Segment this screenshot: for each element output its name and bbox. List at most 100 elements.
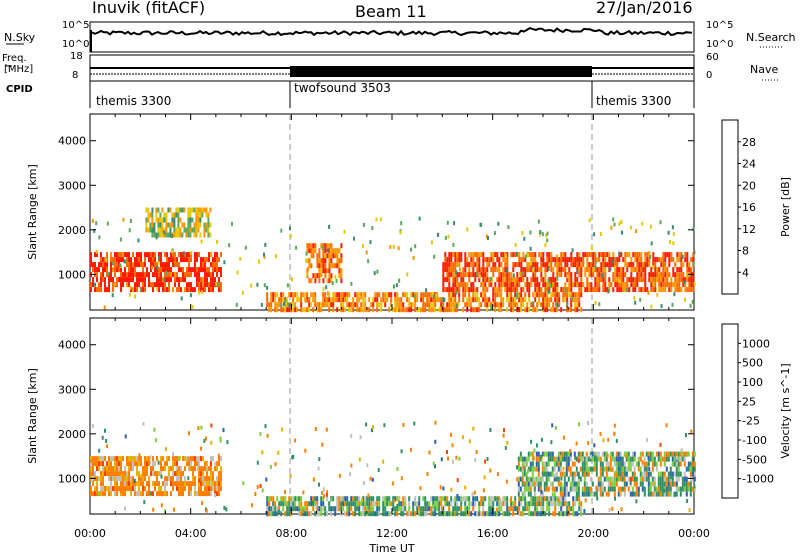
data-cell: [110, 456, 112, 462]
data-cell: [138, 476, 140, 482]
data-cell: [650, 277, 653, 283]
data-cell: [652, 481, 655, 486]
data-cell: [680, 277, 683, 283]
data-cell: [378, 496, 381, 502]
data-cell: [364, 501, 367, 507]
data-cell: [118, 476, 120, 482]
data-cell: [191, 207, 194, 213]
data-cell: [686, 252, 689, 258]
data-cell: [278, 506, 281, 512]
data-cell: [166, 257, 168, 263]
data-cell: [685, 451, 688, 457]
data-cell: [637, 486, 640, 492]
data-cell: [458, 252, 461, 258]
data-cell: [657, 491, 660, 497]
data-cell: [516, 292, 518, 297]
data-cell: [607, 486, 610, 492]
data-cell: [446, 302, 449, 308]
data-cell: [476, 272, 479, 277]
data-cell: [670, 257, 673, 263]
data-cell: [552, 282, 555, 288]
data-cell: [364, 297, 367, 303]
data-cell: [292, 506, 295, 512]
data-cell: [397, 246, 400, 251]
data-cell: [168, 257, 170, 263]
data-cell: [616, 272, 619, 278]
data-cell: [364, 292, 367, 298]
data-cell: [288, 307, 291, 313]
data-cell: [654, 272, 657, 278]
data-cell: [456, 478, 459, 483]
data-cell: [643, 491, 646, 497]
data-cell: [424, 506, 427, 512]
data-cell: [645, 451, 648, 457]
data-cell: [468, 501, 471, 507]
data-cell: [662, 287, 665, 293]
data-cell: [304, 511, 307, 517]
data-cell: [444, 257, 447, 263]
data-cell: [181, 207, 184, 213]
data-cell: [434, 506, 437, 512]
data-cell: [538, 496, 541, 502]
data-cell: [626, 277, 629, 283]
data-cell: [613, 486, 616, 492]
data-cell: [646, 438, 648, 442]
data-cell: [171, 217, 174, 223]
data-cell: [434, 439, 437, 444]
data-cell: [534, 297, 537, 303]
data-cell: [284, 302, 287, 308]
data-cell: [178, 267, 180, 273]
data-cell: [205, 227, 208, 233]
data-cell: [645, 476, 648, 482]
data-cell: [210, 262, 212, 268]
data-cell: [198, 290, 201, 295]
data-cell: [308, 243, 311, 249]
data-cell: [310, 501, 313, 507]
data-cell: [375, 217, 378, 222]
data-cell: [662, 262, 665, 268]
data-cell: [179, 232, 182, 238]
data-cell: [378, 292, 381, 298]
data-cell: [474, 496, 477, 502]
data-cell: [212, 272, 214, 278]
data-cell: [652, 277, 655, 283]
data-cell: [532, 496, 535, 502]
data-cell: [520, 287, 523, 293]
data-cell: [92, 262, 94, 268]
data-cell: [456, 511, 459, 517]
data-cell: [609, 476, 612, 482]
data-cell: [452, 242, 455, 247]
data-cell: [166, 491, 168, 497]
data-cell: [673, 493, 676, 497]
data-cell: [100, 277, 102, 283]
data-cell: [122, 471, 124, 477]
data-cell: [484, 292, 487, 298]
data-cell: [210, 461, 212, 467]
data-cell: [545, 481, 548, 487]
data-cell: [558, 267, 561, 273]
data-cell: [562, 511, 565, 517]
data-cell: [576, 277, 579, 283]
data-cell: [640, 272, 643, 278]
data-cell: [641, 486, 644, 492]
data-cell: [446, 501, 449, 507]
data-cell: [478, 297, 481, 303]
data-cell: [414, 511, 417, 517]
data-cell: [165, 212, 168, 218]
data-cell: [126, 272, 128, 278]
data-cell: [492, 496, 495, 502]
data-cell: [336, 258, 339, 264]
colorbar-label: Power [dB]: [779, 177, 792, 237]
data-cell: [597, 486, 600, 492]
data-cell: [482, 257, 485, 263]
data-cell: [646, 287, 649, 293]
data-cell: [486, 262, 489, 268]
data-cell: [218, 277, 220, 283]
data-cell: [276, 506, 279, 512]
data-cell: [545, 451, 548, 457]
data-cell: [672, 241, 675, 246]
data-cell: [136, 481, 138, 487]
data-cell: [527, 486, 530, 492]
data-cell: [534, 287, 537, 293]
data-cell: [556, 307, 559, 313]
